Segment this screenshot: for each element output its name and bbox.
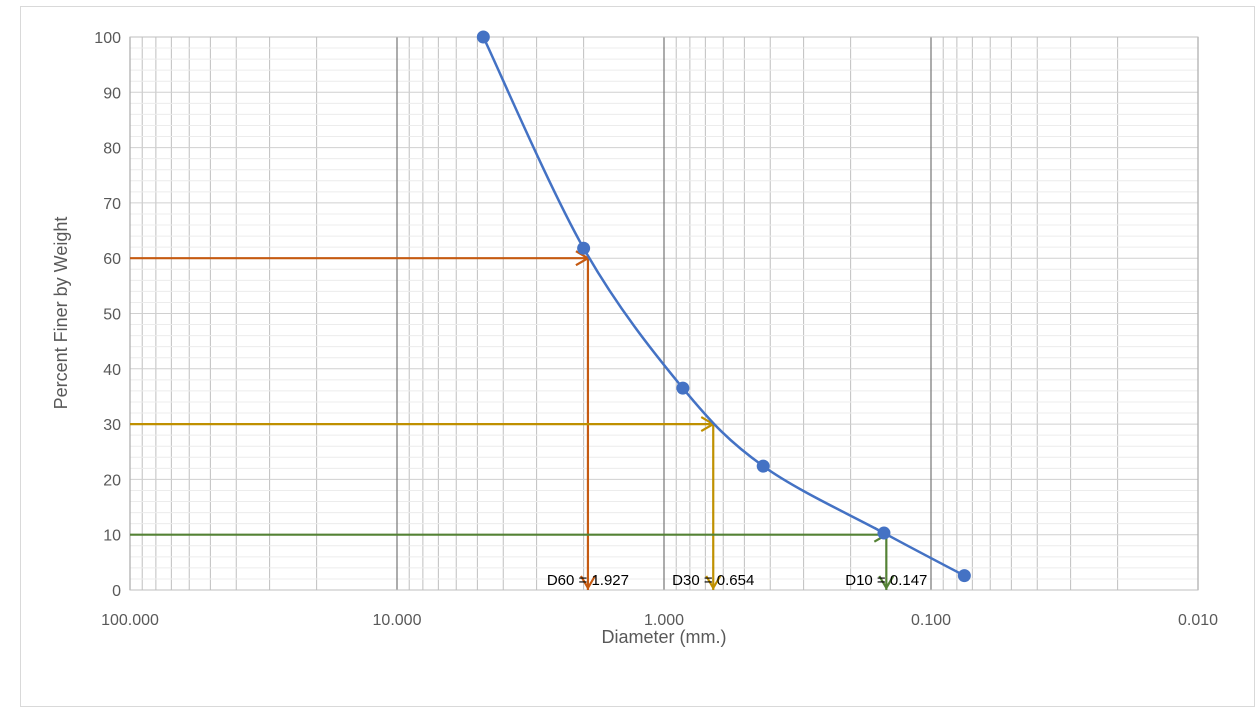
annotation-arrowhead-down: [579, 575, 596, 591]
x-axis-title: Diameter (mm.): [602, 627, 727, 647]
x-tick-label: 100.000: [101, 612, 159, 629]
y-tick-label: 80: [103, 141, 121, 158]
y-axis-title: Percent Finer by Weight: [51, 217, 71, 410]
data-point: [577, 241, 591, 255]
data-point: [957, 569, 971, 583]
annotation-arrowhead-down: [878, 575, 895, 591]
chart-frame: [20, 6, 1255, 707]
y-tick-label: 0: [112, 583, 121, 600]
annotation-label: D30 = 0.654: [672, 572, 754, 589]
y-tick-label: 20: [103, 472, 121, 489]
x-tick-label: 10.000: [373, 612, 422, 629]
y-tick-label: 10: [103, 528, 121, 545]
annotation-label: D60 = 1.927: [547, 572, 629, 589]
x-tick-label: 1.000: [644, 612, 684, 629]
annotation-arrowhead-down: [705, 575, 722, 591]
data-point: [676, 381, 690, 395]
y-tick-label: 90: [103, 85, 121, 102]
x-tick-label: 0.010: [1178, 612, 1218, 629]
data-point: [756, 459, 770, 473]
annotation-label: D10 = 0.147: [845, 572, 927, 589]
x-tick-label: 0.100: [911, 612, 951, 629]
data-point: [476, 30, 490, 44]
plot-area: [129, 36, 1199, 591]
y-tick-label: 100: [94, 30, 121, 47]
y-tick-label: 70: [103, 196, 121, 213]
data-point: [877, 526, 891, 540]
y-tick-label: 60: [103, 251, 121, 268]
y-tick-label: 40: [103, 362, 121, 379]
y-tick-label: 50: [103, 307, 121, 324]
y-tick-label: 30: [103, 417, 121, 434]
